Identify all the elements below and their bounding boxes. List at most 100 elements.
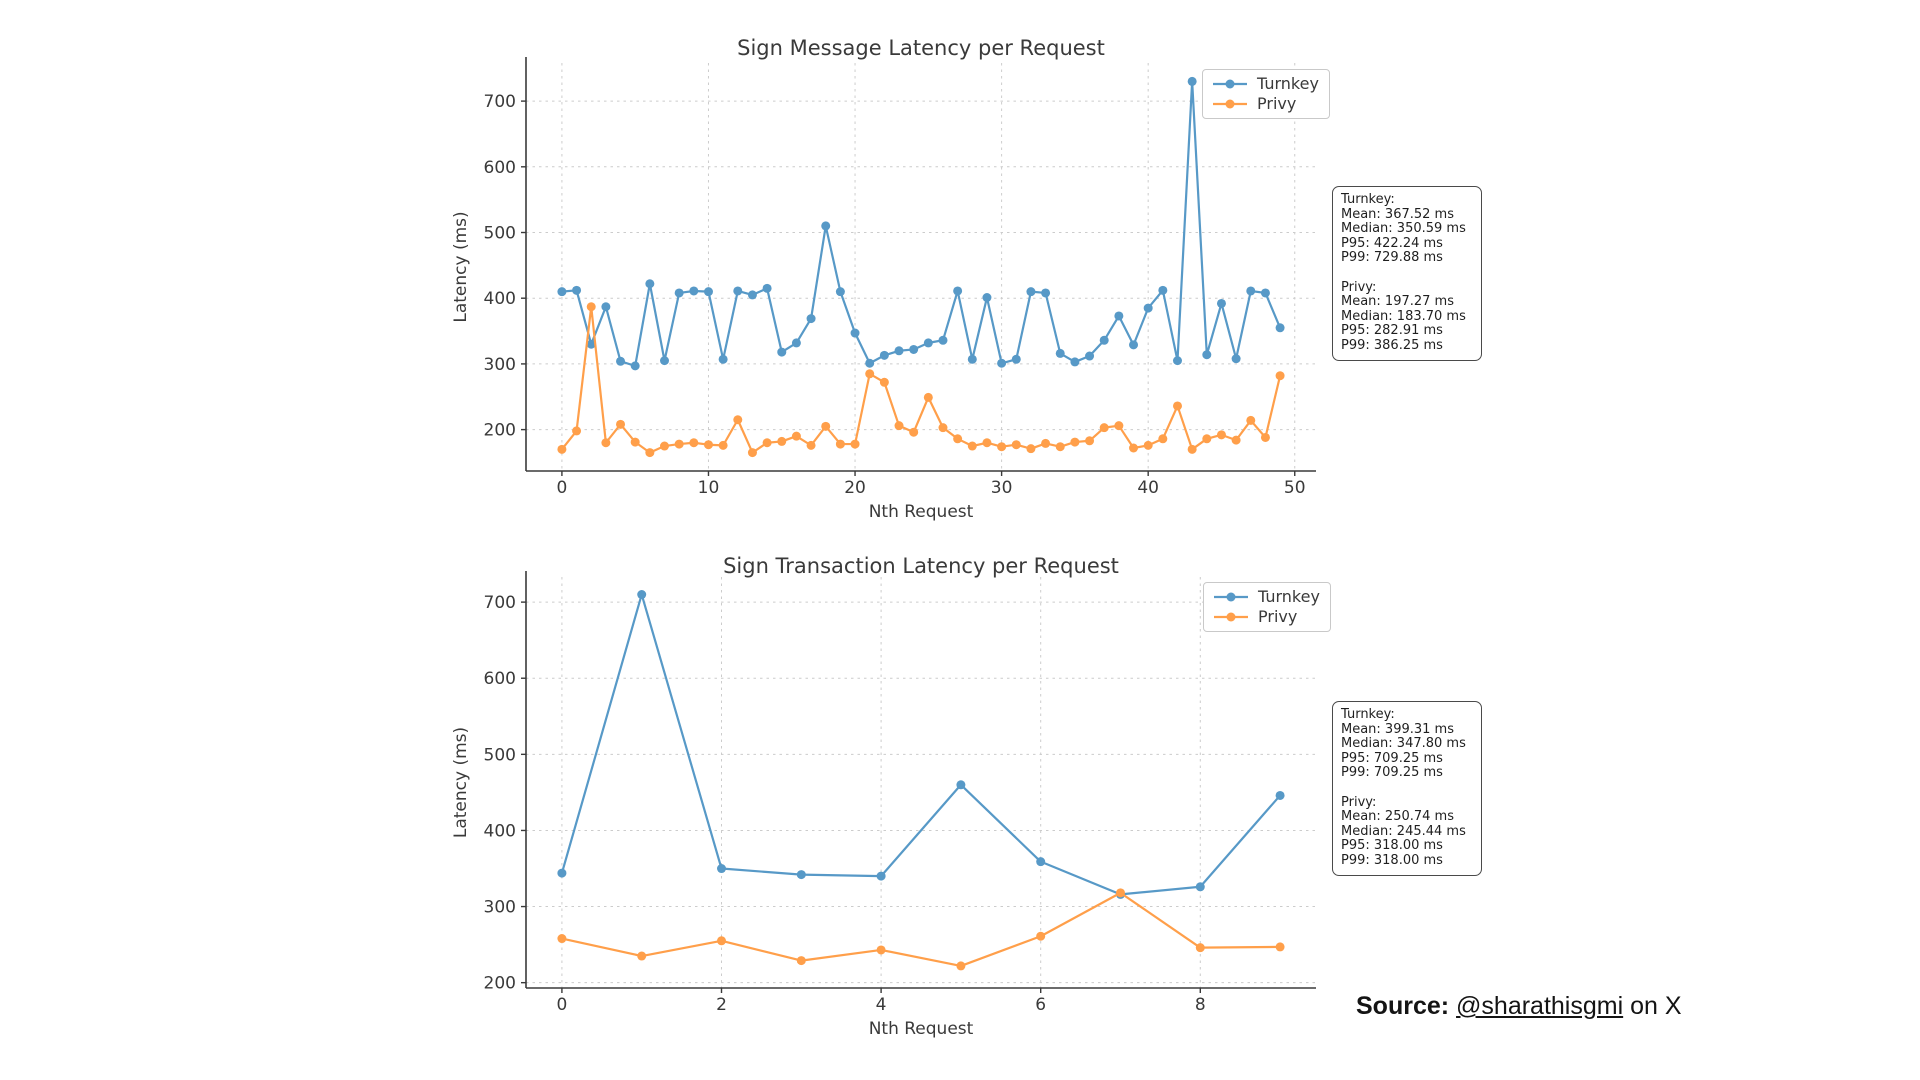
y-axis-label: Latency (ms) (451, 727, 471, 838)
data-point-turnkey (674, 288, 684, 298)
data-point-privy (1099, 423, 1109, 433)
stats-line: P95: 422.24 ms (1341, 235, 1443, 251)
data-point-privy (1011, 440, 1021, 450)
data-point-turnkey (1158, 285, 1168, 295)
data-point-turnkey (762, 283, 772, 293)
data-point-turnkey (953, 286, 963, 296)
y-tick-label: 500 (484, 224, 516, 244)
data-point-privy (1172, 401, 1182, 411)
data-point-turnkey (997, 358, 1007, 368)
data-point-privy (616, 419, 626, 429)
x-tick-label: 0 (556, 478, 567, 498)
data-point-turnkey (630, 361, 640, 371)
x-tick-label: 2 (716, 995, 727, 1015)
data-point-turnkey (1260, 288, 1270, 298)
data-point-privy (703, 440, 713, 450)
x-tick-label: 8 (1195, 995, 1206, 1015)
y-tick-label: 600 (484, 158, 516, 178)
data-point-turnkey (637, 590, 647, 600)
stats-line: Median: 350.59 ms (1341, 221, 1466, 237)
y-tick-label: 200 (484, 421, 516, 441)
data-point-turnkey (938, 335, 948, 345)
data-point-privy (821, 421, 831, 431)
data-point-turnkey (616, 356, 626, 366)
stats-line: P95: 282.91 ms (1341, 323, 1443, 339)
data-point-privy (879, 377, 889, 387)
data-point-privy (876, 945, 886, 955)
data-point-turnkey (835, 287, 845, 297)
stats-box: Turnkey: Mean: 399.31 ms Median: 347.80 ms… (1332, 701, 1482, 876)
legend-label: Privy (1257, 94, 1297, 113)
legend-dot-sample (1226, 592, 1236, 602)
data-point-privy (1041, 438, 1051, 448)
data-point-privy (1114, 421, 1124, 431)
data-point-turnkey (894, 346, 904, 356)
data-point-turnkey (645, 279, 655, 289)
data-point-privy (777, 436, 787, 446)
stats-line: Turnkey: (1341, 707, 1395, 722)
data-point-privy (894, 421, 904, 431)
data-point-privy (791, 431, 801, 441)
data-point-turnkey (865, 358, 875, 368)
data-point-privy (689, 438, 699, 448)
legend-entry-privy: Privy (1213, 609, 1320, 625)
y-axis-label: Latency (ms) (451, 211, 471, 322)
x-tick-label: 40 (1137, 478, 1159, 498)
legend: Turnkey Privy (1203, 582, 1331, 632)
data-point-turnkey (1143, 303, 1153, 313)
data-point-turnkey (1275, 323, 1285, 333)
data-point-privy (1187, 444, 1197, 454)
data-point-turnkey (850, 328, 860, 338)
y-tick-label: 300 (484, 355, 516, 375)
data-point-privy (1275, 942, 1285, 952)
source-link[interactable]: @sharathisgmi (1456, 992, 1624, 1020)
legend-entry-turnkey: Turnkey (1213, 589, 1320, 605)
x-tick-label: 10 (698, 478, 720, 498)
data-point-turnkey (777, 347, 787, 357)
data-point-turnkey (1055, 348, 1065, 358)
data-point-turnkey (1216, 298, 1226, 308)
data-point-turnkey (601, 302, 611, 312)
data-point-turnkey (557, 287, 567, 297)
data-point-turnkey (982, 293, 992, 303)
data-point-privy (645, 448, 655, 458)
data-point-privy (1158, 434, 1168, 444)
data-point-turnkey (660, 356, 670, 366)
data-point-privy (637, 951, 647, 961)
data-point-turnkey (1246, 286, 1256, 296)
legend-marker-icon (1213, 79, 1247, 89)
x-tick-label: 6 (1035, 995, 1046, 1015)
data-point-privy (1115, 888, 1125, 898)
data-point-privy (1246, 415, 1256, 425)
data-point-turnkey (703, 287, 713, 297)
data-point-turnkey (876, 871, 886, 881)
legend-dot-sample (1225, 79, 1235, 89)
data-point-turnkey (733, 286, 743, 296)
data-point-turnkey (967, 354, 977, 364)
chart-plot-1: 0 2 4 6 8 200 300 400 500 600 700 Sign Transaction … (451, 554, 1316, 1039)
data-point-privy (674, 439, 684, 449)
data-point-privy (601, 438, 611, 448)
data-point-privy (806, 440, 816, 450)
stats-box: Turnkey: Mean: 367.52 ms Median: 350.59 ms… (1332, 186, 1482, 361)
chart-title: Sign Message Latency per Request (737, 36, 1105, 60)
data-point-turnkey (1099, 335, 1109, 345)
x-tick-label: 0 (556, 995, 567, 1015)
data-point-privy (557, 934, 567, 944)
x-tick-label: 30 (991, 478, 1013, 498)
data-point-turnkey (1195, 882, 1205, 892)
data-point-privy (1202, 434, 1212, 444)
data-point-turnkey (717, 864, 727, 874)
data-point-privy (997, 442, 1007, 452)
y-tick-label: 500 (484, 745, 516, 765)
stats-line (1341, 266, 1473, 281)
data-point-turnkey (689, 286, 699, 296)
y-tick-label: 700 (484, 593, 516, 613)
stats-line: Privy: (1341, 794, 1377, 810)
data-point-turnkey (1275, 790, 1285, 800)
data-point-privy (938, 423, 948, 433)
data-point-privy (923, 392, 933, 402)
source-label: Source: (1356, 992, 1450, 1020)
